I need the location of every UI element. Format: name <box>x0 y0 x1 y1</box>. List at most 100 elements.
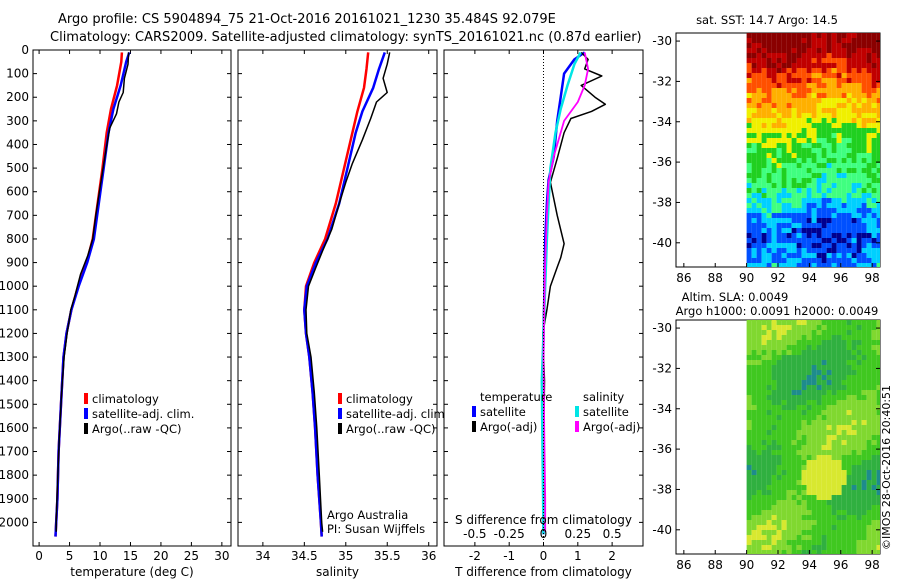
map-cell <box>771 208 777 213</box>
map-cell <box>766 83 772 88</box>
map-cell <box>781 415 787 420</box>
map-cell <box>806 203 812 208</box>
map-cell <box>851 445 857 450</box>
map-cell <box>791 370 797 375</box>
map-cell <box>851 380 857 385</box>
map-cell <box>746 395 752 400</box>
map-cell <box>786 153 792 158</box>
map-cell <box>746 193 752 198</box>
map-cell <box>821 385 827 390</box>
map-cell <box>856 203 862 208</box>
map-cell <box>766 148 772 153</box>
map-cell <box>796 495 802 500</box>
map-cell <box>756 460 762 465</box>
map-cell <box>851 515 857 520</box>
map-cell <box>791 148 797 153</box>
map-cell <box>831 93 837 98</box>
map-cell <box>841 178 847 183</box>
map-cell <box>876 158 880 163</box>
map-cell <box>791 123 797 128</box>
map-cell <box>861 385 867 390</box>
map-cell <box>856 460 862 465</box>
map-cell <box>836 238 842 243</box>
map-cell <box>851 480 857 485</box>
map-cell <box>811 380 817 385</box>
map-cell <box>811 73 817 78</box>
map-cell <box>776 330 782 335</box>
ytick-label: 400 <box>6 137 29 151</box>
map-cell <box>811 78 817 83</box>
map-cell <box>856 455 862 460</box>
map-cell <box>796 550 802 554</box>
map-cell <box>771 385 777 390</box>
map-cell <box>756 550 762 554</box>
map-cell <box>841 188 847 193</box>
map-cell <box>801 208 807 213</box>
map-cell <box>781 253 787 258</box>
map-cell <box>806 360 812 365</box>
map-cell <box>871 420 877 425</box>
map-cell <box>766 540 772 545</box>
map-cell <box>751 350 757 355</box>
map-cell <box>746 143 752 148</box>
map-xtick-label: 90 <box>739 558 754 572</box>
map-cell <box>831 385 837 390</box>
map-cell <box>766 33 772 38</box>
map-cell <box>831 440 837 445</box>
map-cell <box>756 360 762 365</box>
map-cell <box>751 390 757 395</box>
map-cell <box>841 405 847 410</box>
map-cell <box>831 78 837 83</box>
map-cell <box>871 530 877 535</box>
series-line-s-argo--adj- <box>542 52 589 532</box>
map-cell <box>846 108 852 113</box>
map-cell <box>866 123 872 128</box>
map-cell <box>861 138 867 143</box>
map-cell <box>876 168 880 173</box>
map-cell <box>831 108 837 113</box>
map-cell <box>771 440 777 445</box>
map-cell <box>856 510 862 515</box>
map-cell <box>876 525 880 530</box>
map-cell <box>816 410 822 415</box>
map-cell <box>766 450 772 455</box>
map-cell <box>861 340 867 345</box>
map-cell <box>791 375 797 380</box>
map-cell <box>771 345 777 350</box>
map-cell <box>826 375 832 380</box>
map-cell <box>796 360 802 365</box>
map-cell <box>746 188 752 193</box>
map-cell <box>831 495 837 500</box>
map-cell <box>771 203 777 208</box>
map-cell <box>801 228 807 233</box>
map-cell <box>841 450 847 455</box>
map-cell <box>831 73 837 78</box>
map-cell <box>766 520 772 525</box>
map-cell <box>756 345 762 350</box>
map-cell <box>871 38 877 43</box>
map-cell <box>836 118 842 123</box>
map-cell <box>801 63 807 68</box>
map-cell <box>801 53 807 58</box>
map-cell <box>796 133 802 138</box>
map-cell <box>831 535 837 540</box>
map-cell <box>871 405 877 410</box>
map-ytick-label: -32 <box>652 74 672 88</box>
map-cell <box>826 495 832 500</box>
map-cell <box>771 325 777 330</box>
map-cell <box>846 400 852 405</box>
map-cell <box>876 203 880 208</box>
map-cell <box>851 335 857 340</box>
map-cell <box>821 330 827 335</box>
map-cell <box>821 395 827 400</box>
map-cell <box>861 113 867 118</box>
map-cell <box>791 158 797 163</box>
map-cell <box>841 148 847 153</box>
map-cell <box>846 450 852 455</box>
map-cell <box>836 263 842 267</box>
map-cell <box>871 158 877 163</box>
map-cell <box>836 53 842 58</box>
map-cell <box>756 330 762 335</box>
map-cell <box>771 218 777 223</box>
map-cell <box>811 430 817 435</box>
